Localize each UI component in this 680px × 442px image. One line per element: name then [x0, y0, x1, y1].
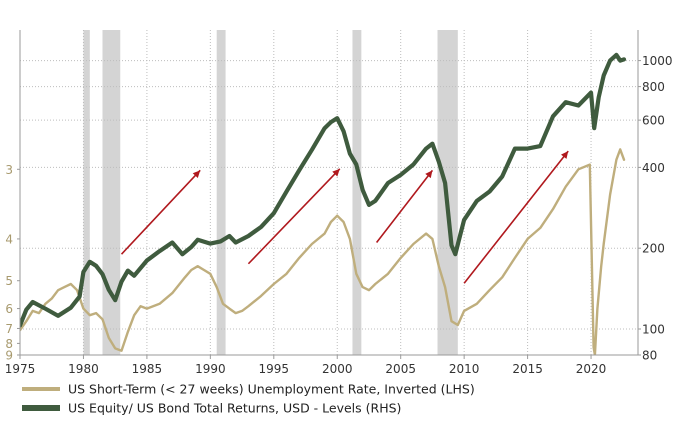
series-line-unemployment	[20, 148, 626, 355]
recession-band	[216, 30, 226, 355]
trend-arrow-shaft	[375, 169, 434, 243]
x-tick-label: 1990	[195, 362, 226, 376]
left-tick-label: 6	[5, 302, 13, 316]
left-tick-label: 4	[5, 232, 13, 246]
x-tick-label: 2020	[576, 362, 607, 376]
trend-arrow-shaft	[463, 150, 569, 284]
x-tick-label: 1975	[5, 362, 36, 376]
legend-label-equity-bond: US Equity/ US Bond Total Returns, USD - …	[68, 401, 401, 416]
x-tick-label: 2010	[449, 362, 480, 376]
x-tick-label: 1980	[68, 362, 99, 376]
x-tick-label: 2000	[322, 362, 353, 376]
trend-arrow-shaft	[120, 169, 201, 255]
x-tick-label: 1995	[259, 362, 290, 376]
left-tick-label: 7	[5, 322, 13, 336]
right-tick-label: 600	[642, 114, 665, 128]
left-axis-ticks: 3 4 5 6 789	[5, 163, 20, 363]
legend-entry-unemployment: US Short-Term (< 27 weeks) Unemployment …	[22, 382, 475, 397]
right-axis-ticks: 80 100 200 400 600 800 1000	[638, 54, 673, 363]
trend-arrow-head	[425, 170, 433, 179]
right-tick-label: 200	[642, 242, 665, 256]
right-tick-label: 80	[642, 349, 657, 363]
x-tick-label: 2005	[385, 362, 416, 376]
left-tick-label: 8	[5, 337, 13, 351]
recession-band	[102, 30, 121, 355]
right-tick-label: 1000	[642, 54, 673, 68]
x-tick-label: 2015	[512, 362, 543, 376]
trend-arrow-head	[192, 170, 201, 178]
legend: US Short-Term (< 27 weeks) Unemployment …	[22, 382, 475, 416]
recession-band	[83, 30, 90, 355]
left-tick-label: 3	[5, 163, 13, 177]
x-axis-ticks: 1975 1980 1985 1990 1995 2000 2005 2010 2015 2020	[5, 355, 607, 376]
trend-arrow-shaft	[247, 168, 341, 265]
trend-arrow-head	[332, 168, 340, 177]
plot-frame	[19, 30, 639, 356]
series-line-equity-bond	[20, 52, 627, 328]
series-lines	[20, 52, 627, 355]
left-tick-label: 5	[5, 274, 13, 288]
trend-arrow-head	[561, 151, 569, 159]
right-tick-label: 800	[642, 80, 665, 94]
left-tick-label: 9	[5, 349, 13, 363]
x-tick-label: 1985	[132, 362, 163, 376]
recession-band	[352, 30, 362, 355]
right-tick-label: 400	[642, 161, 665, 175]
legend-entry-equity-bond: US Equity/ US Bond Total Returns, USD - …	[22, 401, 401, 416]
right-tick-label: 100	[642, 322, 665, 336]
recession-bands	[83, 30, 458, 355]
legend-label-unemployment: US Short-Term (< 27 weeks) Unemployment …	[68, 382, 475, 397]
trend-arrows	[120, 150, 569, 284]
